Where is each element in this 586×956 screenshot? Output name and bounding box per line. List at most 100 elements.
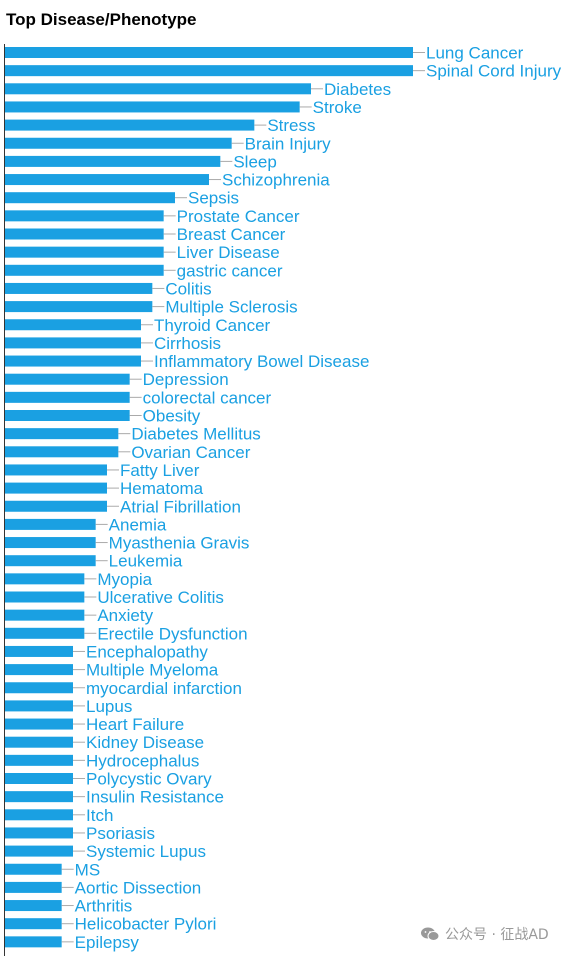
bar bbox=[5, 809, 73, 821]
bar-label: Brain Injury bbox=[245, 134, 331, 153]
bar-label: Stress bbox=[267, 116, 315, 135]
bar-label: Schizophrenia bbox=[222, 171, 330, 190]
bar-label: Ovarian Cancer bbox=[131, 443, 250, 462]
watermark-text: 公众号 · 征战AD bbox=[445, 927, 549, 943]
bar bbox=[5, 264, 164, 276]
bar-label: Breast Cancer bbox=[177, 225, 286, 244]
bar-label: Sepsis bbox=[188, 189, 239, 208]
chart-title: Top Disease/Phenotype bbox=[6, 10, 197, 29]
bar-label: Myasthenia Gravis bbox=[109, 534, 250, 553]
bar-label: Hematoma bbox=[120, 479, 204, 498]
bar-label: Arthritis bbox=[75, 897, 133, 916]
bar bbox=[5, 773, 73, 784]
bar-label: Heart Failure bbox=[86, 715, 184, 734]
bar bbox=[5, 500, 107, 512]
bar bbox=[5, 47, 413, 58]
bar-label: Ulcerative Colitis bbox=[97, 588, 224, 607]
bar bbox=[5, 319, 141, 331]
bar bbox=[5, 664, 73, 676]
bar-label: Cirrhosis bbox=[154, 334, 221, 353]
bar-label: Anemia bbox=[109, 515, 167, 534]
bar-label: Stroke bbox=[313, 98, 362, 117]
bar-label: Kidney Disease bbox=[86, 733, 204, 752]
bar bbox=[5, 119, 255, 131]
bar bbox=[5, 555, 96, 567]
bar bbox=[5, 537, 96, 549]
bar-label: Fatty Liver bbox=[120, 461, 200, 480]
bar bbox=[5, 791, 73, 803]
bar-label: MS bbox=[75, 860, 101, 879]
bar-label: gastric cancer bbox=[177, 261, 283, 280]
bar-label: Atrial Fibrillation bbox=[120, 497, 241, 516]
bar-label: Psoriasis bbox=[86, 824, 155, 843]
bar bbox=[5, 464, 107, 476]
bar bbox=[5, 900, 62, 912]
bar bbox=[5, 410, 130, 421]
bar-label: Leukemia bbox=[109, 552, 183, 571]
bar-label: Systemic Lupus bbox=[86, 842, 206, 861]
bar bbox=[5, 210, 164, 222]
bar bbox=[5, 137, 232, 149]
bar-label: Liver Disease bbox=[177, 243, 280, 262]
bars-group bbox=[5, 47, 413, 948]
bar-label: Epilepsy bbox=[75, 933, 140, 952]
bar bbox=[5, 192, 175, 204]
bar bbox=[5, 518, 96, 530]
bar bbox=[5, 718, 73, 730]
bar-label: Helicobacter Pylori bbox=[75, 915, 217, 934]
bar-label: Anxiety bbox=[97, 606, 153, 625]
bar bbox=[5, 863, 62, 875]
bar-label: Multiple Myeloma bbox=[86, 661, 219, 680]
bar-label: Insulin Resistance bbox=[86, 788, 224, 807]
bar bbox=[5, 337, 141, 349]
bar-label: Lung Cancer bbox=[426, 44, 524, 63]
bar bbox=[5, 482, 107, 494]
bar bbox=[5, 83, 311, 95]
bar-label: Myopia bbox=[97, 570, 152, 589]
bar bbox=[5, 446, 119, 458]
bar bbox=[5, 282, 153, 294]
bar-label: Diabetes bbox=[324, 80, 391, 99]
wechat-icon bbox=[421, 927, 440, 941]
bar-label: Itch bbox=[86, 806, 113, 825]
bar bbox=[5, 573, 85, 585]
bar-label: Colitis bbox=[165, 279, 211, 298]
bar bbox=[5, 918, 62, 930]
bar bbox=[5, 627, 85, 639]
bar bbox=[5, 609, 85, 621]
bar-label: Encephalopathy bbox=[86, 642, 208, 661]
bar-label: Erectile Dysfunction bbox=[97, 624, 247, 643]
bar bbox=[5, 155, 221, 167]
bar bbox=[5, 301, 153, 313]
bar-label: colorectal cancer bbox=[143, 388, 272, 407]
bar-label: Prostate Cancer bbox=[177, 207, 300, 226]
bar-label: Depression bbox=[143, 370, 229, 389]
bar bbox=[5, 355, 141, 367]
bar-label: Diabetes Mellitus bbox=[131, 425, 260, 444]
bar bbox=[5, 827, 73, 839]
bar bbox=[5, 101, 300, 113]
bar bbox=[5, 845, 73, 857]
bar bbox=[5, 246, 164, 258]
bar-label: Sleep bbox=[233, 152, 276, 171]
bar-label: myocardial infarction bbox=[86, 679, 242, 698]
bar bbox=[5, 682, 73, 694]
bar-label: Inflammatory Bowel Disease bbox=[154, 352, 369, 371]
bar bbox=[5, 391, 130, 403]
bar-label: Hydrocephalus bbox=[86, 751, 199, 770]
bar-label: Thyroid Cancer bbox=[154, 316, 271, 335]
bar bbox=[5, 881, 62, 893]
bar bbox=[5, 936, 62, 948]
bar-label: Lupus bbox=[86, 697, 132, 716]
bar bbox=[5, 736, 73, 748]
bar bbox=[5, 228, 164, 240]
bar bbox=[5, 428, 119, 440]
bar bbox=[5, 591, 85, 603]
bar-label: Obesity bbox=[143, 407, 201, 426]
bar bbox=[5, 700, 73, 712]
bar-label: Multiple Sclerosis bbox=[165, 298, 297, 317]
bar bbox=[5, 754, 73, 766]
bar-label: Polycystic Ovary bbox=[86, 770, 212, 789]
bar bbox=[5, 174, 209, 186]
